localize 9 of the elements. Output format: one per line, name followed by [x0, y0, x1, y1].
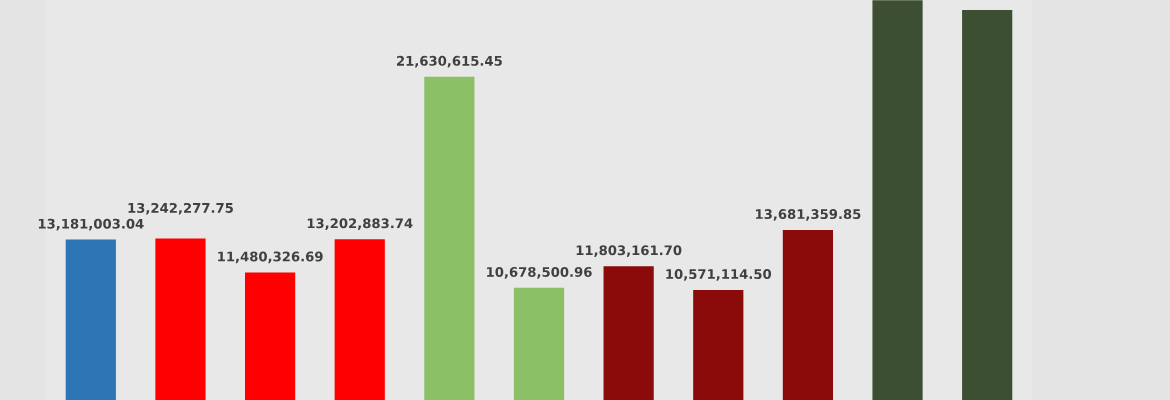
data-label: 10,571,114.50: [666, 269, 772, 281]
data-label: 21,630,615.45: [396, 55, 502, 68]
data-label: 11,480,326.69: [218, 251, 323, 264]
data-label: 13,242,277.75: [128, 202, 233, 215]
data-label: 13,181,003.04: [38, 218, 144, 231]
data-label: 10,678,500.96: [487, 266, 592, 279]
data-label: 13,681,359.85: [755, 209, 861, 221]
data-label: 11,803,161.70: [576, 245, 682, 257]
data-label: 13,202,883.74: [307, 218, 413, 230]
